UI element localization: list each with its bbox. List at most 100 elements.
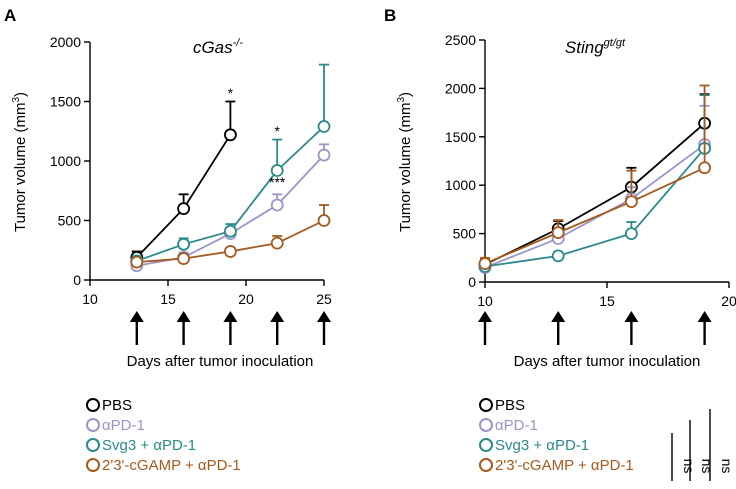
data-point <box>177 202 191 216</box>
data-point <box>551 226 565 240</box>
y-tick-label: 1500 <box>50 94 81 110</box>
legend-marker <box>86 458 100 472</box>
panel-b-title: Stinggt/gt <box>565 37 626 57</box>
data-point <box>698 161 711 175</box>
x-tick-label: 20 <box>721 293 736 309</box>
x-tick-label: 10 <box>82 291 98 307</box>
series-line <box>484 143 706 269</box>
panel-a: A cGas-/- Tumor volume (mm3) Days after … <box>4 6 332 474</box>
data-point <box>270 164 284 177</box>
arrow-head <box>129 311 144 322</box>
panel-a-ylabel: Tumor volume (mm3) <box>11 92 29 232</box>
legend-label: 2'3'-cGAMP + αPD-1 <box>102 457 241 474</box>
data-point <box>317 120 331 133</box>
panel-a-axes: 0 500 1000 1500 2000 10 15 20 25 <box>50 34 332 307</box>
data-point <box>270 198 284 212</box>
significance-label: ns <box>719 459 735 474</box>
x-tick-label: 15 <box>160 291 176 307</box>
arrow-head <box>223 311 238 322</box>
y-tick-label: 2000 <box>445 80 476 96</box>
panel-b-injection-arrows <box>478 311 712 345</box>
series-line <box>484 147 706 268</box>
arrow-head <box>478 311 492 322</box>
legend-marker <box>86 418 100 432</box>
series-3 <box>130 63 331 268</box>
arrow-head <box>176 311 191 322</box>
significance-label: ns <box>699 459 715 474</box>
data-point <box>625 195 638 209</box>
arrow-head <box>624 311 639 322</box>
series-3 <box>478 94 711 273</box>
series-line <box>484 166 705 265</box>
injection-arrow-icon <box>176 311 191 345</box>
arrow-head <box>551 311 566 322</box>
data-point <box>317 214 331 227</box>
panel-label-a: A <box>4 6 16 25</box>
y-tick-label: 1500 <box>445 129 476 145</box>
data-point <box>625 227 638 241</box>
series-4 <box>130 204 331 269</box>
injection-arrow-icon <box>478 311 492 345</box>
panel-b-legend: PBS αPD-1 Svg3 + αPD-1 2'3'-cGAMP + αPD-1 <box>479 397 634 474</box>
legend-marker <box>479 398 493 412</box>
panel-b: B Stinggt/gt Tumor volume (mm3) Days aft… <box>384 6 736 481</box>
arrow-head <box>317 311 331 322</box>
series-4 <box>478 84 711 271</box>
legend-label: 2'3'-cGAMP + αPD-1 <box>495 457 634 474</box>
significance-label: ns <box>681 459 697 474</box>
data-point <box>551 249 565 263</box>
legend-marker <box>86 398 100 412</box>
data-point <box>177 237 191 251</box>
data-point <box>177 252 191 265</box>
legend-label: αPD-1 <box>102 417 145 434</box>
injection-arrow-icon <box>697 311 712 345</box>
legend-label: Svg3 + αPD-1 <box>102 437 196 454</box>
panel-a-injection-arrows <box>129 311 331 345</box>
legend-label: Svg3 + αPD-1 <box>495 437 589 454</box>
legend-marker <box>479 438 493 452</box>
x-tick-label: 15 <box>599 293 615 309</box>
injection-arrow-icon <box>129 311 144 345</box>
panel-b-xlabel: Days after tumor inoculation <box>514 353 701 370</box>
legend-label: PBS <box>102 397 132 414</box>
arrow-head <box>270 311 285 322</box>
data-point <box>270 236 284 250</box>
arrow-head <box>697 311 712 322</box>
injection-arrow-icon <box>317 311 331 345</box>
panel-b-significance: ns ns ns <box>671 409 735 481</box>
y-tick-label: 0 <box>73 272 81 288</box>
legend-marker <box>479 418 493 432</box>
y-tick-label: 1000 <box>50 153 81 169</box>
legend-marker <box>479 458 493 472</box>
significance-star: * <box>274 123 280 139</box>
data-point <box>130 255 144 269</box>
data-point <box>478 257 492 271</box>
legend-label: PBS <box>495 397 525 414</box>
y-tick-label: 2000 <box>50 34 81 50</box>
y-tick-label: 500 <box>58 213 82 229</box>
injection-arrow-icon <box>551 311 566 345</box>
x-tick-label: 20 <box>238 291 254 307</box>
data-point <box>223 224 237 238</box>
data-point <box>317 148 331 162</box>
x-tick-label: 10 <box>477 293 493 309</box>
y-tick-label: 2500 <box>445 32 476 48</box>
y-tick-label: 500 <box>453 226 477 242</box>
legend-marker <box>86 438 100 452</box>
series-2 <box>478 104 711 274</box>
legend-label: αPD-1 <box>495 417 538 434</box>
y-tick-label: 0 <box>468 274 476 290</box>
data-point <box>223 245 237 258</box>
panel-a-xlabel: Days after tumor inoculation <box>127 353 314 370</box>
panel-a-legend: PBS αPD-1 Svg3 + αPD-1 2'3'-cGAMP + αPD-1 <box>86 397 241 474</box>
injection-arrow-icon <box>223 311 238 345</box>
series-line <box>136 125 325 262</box>
injection-arrow-icon <box>270 311 285 345</box>
significance-star: *** <box>269 174 286 190</box>
y-tick-label: 1000 <box>445 177 476 193</box>
panel-b-ylabel: Tumor volume (mm3) <box>396 92 414 232</box>
injection-arrow-icon <box>624 311 639 345</box>
panel-label-b: B <box>384 6 396 25</box>
panel-b-axes: 0 500 1000 1500 2000 2500 10 15 20 <box>445 32 736 309</box>
